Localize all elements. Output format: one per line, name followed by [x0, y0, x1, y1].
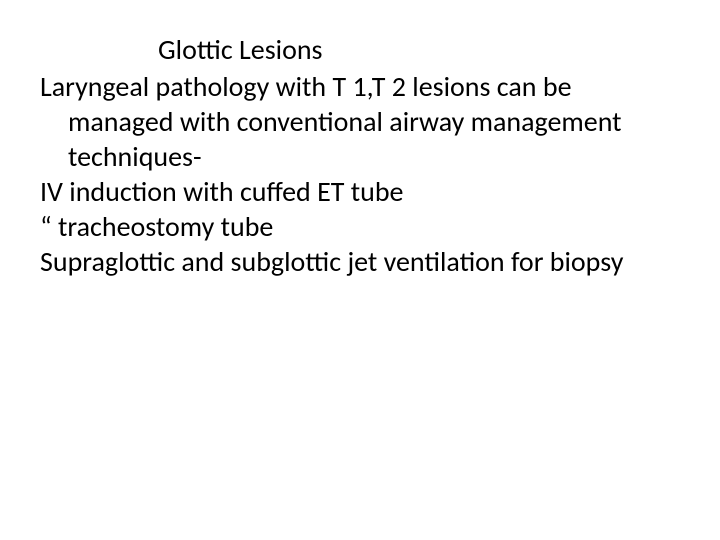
body-line-3: “ tracheostomy tube: [40, 209, 680, 244]
slide-body: Laryngeal pathology with T 1,T 2 lesions…: [40, 69, 680, 279]
slide: Glottic Lesions Laryngeal pathology with…: [0, 0, 720, 540]
slide-title: Glottic Lesions: [40, 32, 680, 67]
body-line-4: Supraglottic and subglottic jet ventilat…: [40, 244, 680, 279]
body-line-1: Laryngeal pathology with T 1,T 2 lesions…: [40, 69, 680, 174]
body-line-2: IV induction with cuffed ET tube: [40, 174, 680, 209]
